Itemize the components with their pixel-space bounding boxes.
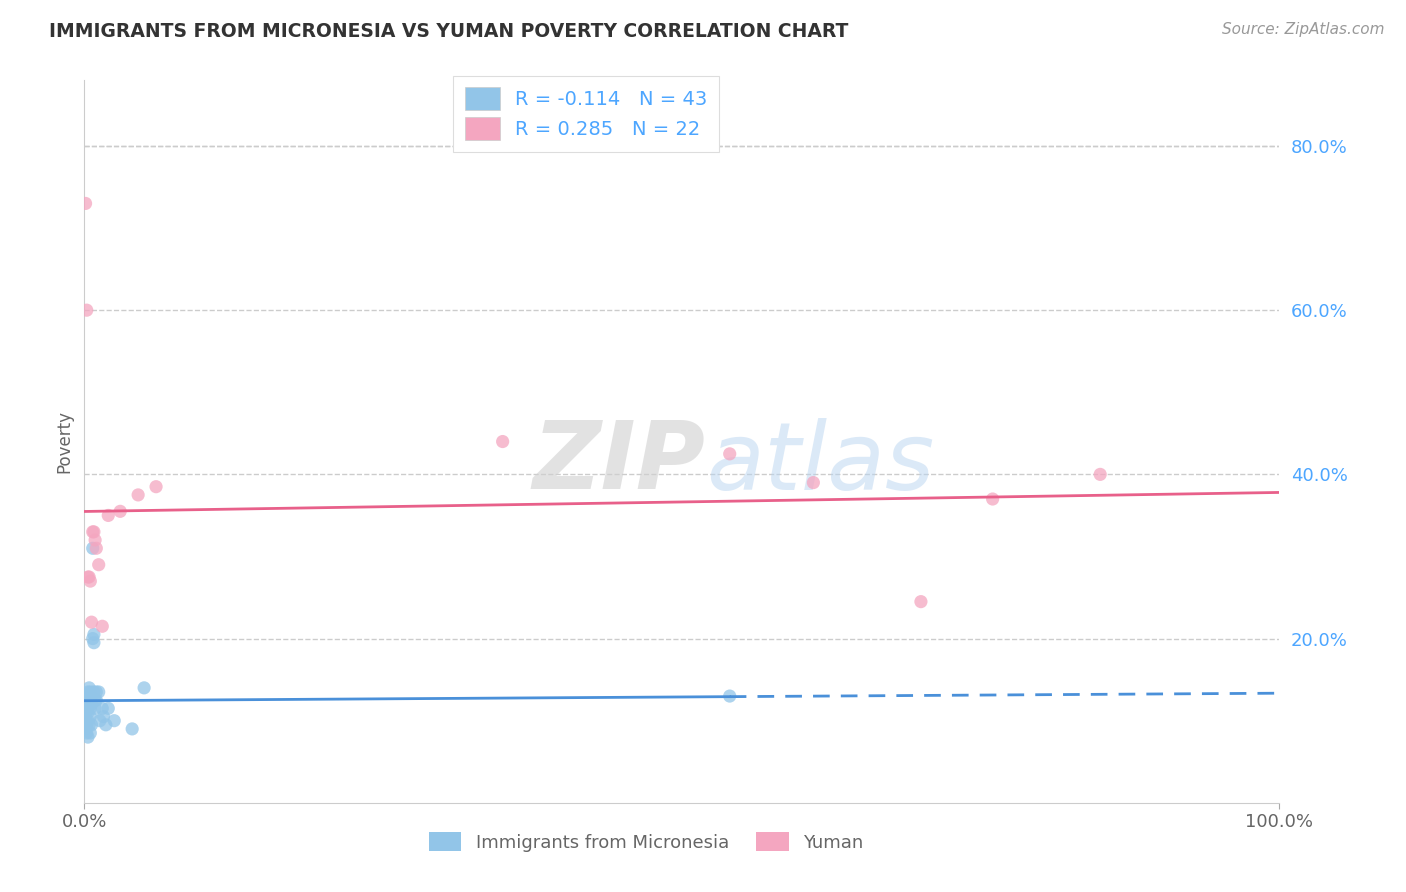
Point: [79, 709, 101, 723]
Point: [103, 714, 125, 728]
Point: [79, 701, 101, 715]
Point: [79, 574, 101, 588]
Point: [80, 689, 103, 703]
Point: [84, 693, 107, 707]
Point: [75, 689, 97, 703]
Point: [75, 722, 97, 736]
Point: [97, 701, 120, 715]
Point: [77, 685, 100, 699]
Point: [1090, 467, 1112, 482]
Point: [76, 701, 98, 715]
Point: [84, 701, 107, 715]
Point: [84, 533, 107, 547]
Point: [87, 558, 110, 572]
Legend: Immigrants from Micronesia, Yuman: Immigrants from Micronesia, Yuman: [422, 825, 870, 859]
Point: [77, 570, 100, 584]
Text: Source: ZipAtlas.com: Source: ZipAtlas.com: [1222, 22, 1385, 37]
Point: [77, 730, 100, 744]
Point: [83, 685, 105, 699]
Point: [91, 619, 114, 633]
Point: [492, 434, 515, 449]
Point: [77, 706, 100, 720]
Point: [80, 615, 103, 630]
Point: [76, 718, 98, 732]
Point: [76, 698, 98, 712]
Point: [718, 689, 741, 703]
Point: [82, 524, 104, 539]
Point: [79, 726, 101, 740]
Point: [77, 698, 100, 712]
Point: [110, 504, 132, 518]
Point: [83, 627, 105, 641]
Point: [75, 709, 97, 723]
Point: [83, 636, 105, 650]
Point: [77, 714, 100, 728]
Point: [910, 594, 932, 608]
Point: [87, 685, 110, 699]
Point: [77, 693, 100, 707]
Point: [93, 709, 115, 723]
Point: [981, 491, 1004, 506]
Point: [77, 689, 100, 703]
Point: [145, 480, 167, 494]
Point: [80, 698, 103, 712]
Point: [76, 726, 98, 740]
Point: [127, 488, 149, 502]
Point: [94, 718, 117, 732]
Point: [80, 718, 103, 732]
Point: [82, 541, 104, 556]
Point: [91, 701, 114, 715]
Point: [77, 570, 100, 584]
Point: [77, 718, 100, 732]
Point: [77, 681, 100, 695]
Point: [82, 632, 104, 646]
Point: [83, 524, 105, 539]
Point: [121, 722, 143, 736]
Point: [86, 693, 108, 707]
Point: [76, 303, 98, 318]
Text: atlas: atlas: [706, 417, 934, 508]
Point: [86, 541, 108, 556]
Point: [718, 447, 741, 461]
Point: [803, 475, 825, 490]
Point: [132, 681, 156, 695]
Point: [86, 685, 108, 699]
Point: [79, 693, 101, 707]
Point: [75, 196, 97, 211]
Y-axis label: Poverty: Poverty: [55, 410, 73, 473]
Text: ZIP: ZIP: [533, 417, 706, 509]
Text: IMMIGRANTS FROM MICRONESIA VS YUMAN POVERTY CORRELATION CHART: IMMIGRANTS FROM MICRONESIA VS YUMAN POVE…: [49, 22, 849, 41]
Point: [89, 714, 111, 728]
Point: [79, 685, 101, 699]
Point: [97, 508, 120, 523]
